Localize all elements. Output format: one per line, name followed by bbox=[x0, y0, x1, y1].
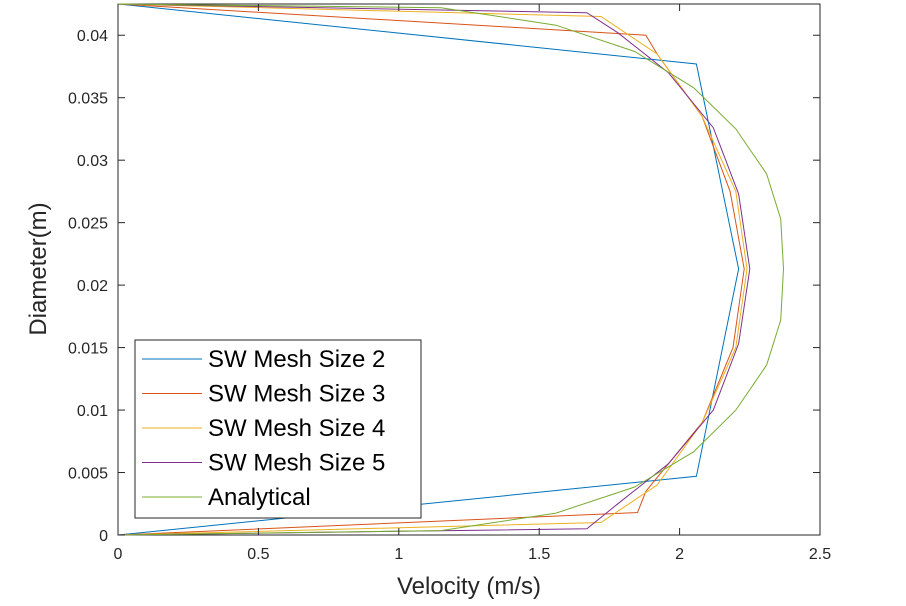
series-line-4 bbox=[117, 3, 751, 536]
y-tick-label: 0.005 bbox=[68, 466, 108, 483]
legend-label-4: SW Mesh Size 5 bbox=[208, 450, 385, 477]
legend-label-2: SW Mesh Size 3 bbox=[208, 381, 385, 408]
legend-label-1: SW Mesh Size 2 bbox=[208, 346, 385, 373]
y-axis-label: Diameter(m) bbox=[25, 202, 52, 335]
x-axis-label: Velocity (m/s) bbox=[397, 573, 541, 600]
y-tick-label: 0.02 bbox=[77, 278, 108, 295]
x-tick-label: 0.5 bbox=[247, 546, 269, 563]
y-tick-label: 0.015 bbox=[68, 341, 108, 358]
axis-ticks: 0 0.5 1 1.5 2 2.5 0 0.005 0.01 0.015 0.02 0.025 0.03… bbox=[68, 4, 831, 563]
y-tick-label: 0.025 bbox=[68, 216, 108, 233]
x-tick-label: 1 bbox=[394, 546, 403, 563]
y-tick-label: 0.01 bbox=[77, 403, 108, 420]
series-layer bbox=[117, 3, 785, 536]
series-line-2 bbox=[117, 3, 745, 536]
x-tick-label: 2.5 bbox=[809, 546, 831, 563]
x-tick-label: 2 bbox=[675, 546, 684, 563]
series-line-1 bbox=[117, 3, 740, 536]
legend-label-3: SW Mesh Size 4 bbox=[208, 415, 385, 442]
x-tick-label: 1.5 bbox=[528, 546, 550, 563]
y-tick-label: 0.04 bbox=[77, 28, 108, 45]
y-tick-label: 0.035 bbox=[68, 91, 108, 108]
series-line-5 bbox=[117, 3, 785, 536]
legend: SW Mesh Size 2 SW Mesh Size 3 SW Mesh Size… bbox=[134, 339, 422, 519]
y-tick-label: 0.03 bbox=[77, 153, 108, 170]
y-tick-label: 0 bbox=[99, 528, 108, 545]
legend-label-5: Analytical bbox=[208, 484, 311, 511]
x-tick-label: 0 bbox=[114, 546, 123, 563]
legend-box bbox=[134, 339, 422, 519]
series-line-3 bbox=[117, 3, 748, 536]
